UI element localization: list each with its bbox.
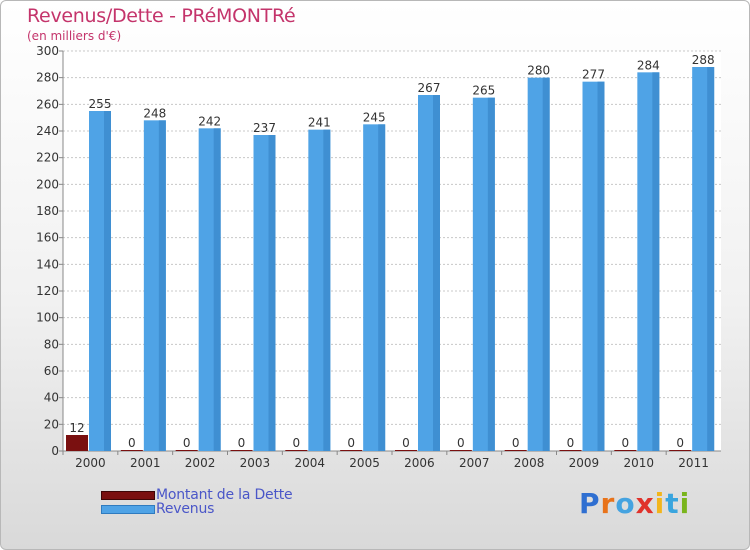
x-tick-label: 2005 <box>349 456 380 470</box>
bar-revenus-shade <box>542 77 550 452</box>
y-tick-label: 240 <box>36 124 59 138</box>
bar-revenus-shade <box>378 124 386 451</box>
bar-revenus-shade <box>104 111 111 451</box>
logo-letter: t <box>665 487 680 520</box>
x-tick-label: 2007 <box>459 456 490 470</box>
y-tick-label: 20 <box>44 417 59 431</box>
y-tick-label: 60 <box>44 364 59 378</box>
bar-dette <box>449 450 472 451</box>
data-label-dette: 0 <box>622 436 630 450</box>
bar-dette <box>66 435 88 451</box>
data-label-revenus: 277 <box>582 68 605 82</box>
data-label-revenus: 241 <box>308 116 331 130</box>
bar-dette <box>504 450 527 451</box>
data-label-revenus: 267 <box>418 81 441 95</box>
data-label-dette: 0 <box>347 436 355 450</box>
x-tick-label: 2006 <box>404 456 435 470</box>
bar-dette <box>340 450 363 451</box>
data-label-revenus: 280 <box>527 64 550 78</box>
data-label-dette: 0 <box>512 436 520 450</box>
logo-letter: r <box>600 487 616 520</box>
data-label-dette: 0 <box>183 436 191 450</box>
data-label-dette: 0 <box>293 436 301 450</box>
data-label-revenus: 288 <box>692 53 715 67</box>
x-tick-label: 2003 <box>240 456 271 470</box>
y-tick-label: 260 <box>36 97 59 111</box>
data-label-dette: 0 <box>457 436 465 450</box>
y-tick-label: 220 <box>36 151 59 165</box>
bar-dette <box>175 450 198 451</box>
y-tick-label: 200 <box>36 177 59 191</box>
x-tick-label: 2009 <box>569 456 600 470</box>
chart-subtitle: (en milliers d'€) <box>27 29 122 43</box>
x-tick-label: 2001 <box>130 456 161 470</box>
y-tick-label: 40 <box>44 391 59 405</box>
proxiti-logo: Proxiti <box>579 487 690 520</box>
logo-letter: x <box>635 487 655 520</box>
y-tick-label: 180 <box>36 204 59 218</box>
data-label-revenus: 245 <box>363 110 386 124</box>
logo-letter: P <box>579 487 601 520</box>
bar-dette <box>230 450 253 451</box>
logo-letter: i <box>679 487 691 520</box>
x-tick-label: 2008 <box>514 456 545 470</box>
y-tick-label: 300 <box>36 44 59 58</box>
bar-dette <box>669 450 692 451</box>
legend-label-revenus: Revenus <box>156 501 215 517</box>
y-tick-label: 160 <box>36 231 59 245</box>
x-tick-label: 2000 <box>75 456 106 470</box>
x-tick-label: 2010 <box>623 456 654 470</box>
y-tick-label: 80 <box>44 337 59 351</box>
x-tick-label: 2002 <box>185 456 216 470</box>
data-label-dette: 12 <box>69 421 84 435</box>
x-tick-label: 2004 <box>294 456 325 470</box>
data-label-revenus: 284 <box>637 58 660 72</box>
data-label-dette: 0 <box>676 436 684 450</box>
bar-dette <box>559 450 582 451</box>
y-tick-label: 100 <box>36 311 59 325</box>
y-tick-label: 280 <box>36 71 59 85</box>
data-label-revenus: 237 <box>253 121 276 135</box>
data-label-dette: 0 <box>567 436 575 450</box>
logo-letter: i <box>654 487 666 520</box>
bar-revenus-shade <box>213 128 221 451</box>
bar-revenus-shade <box>323 129 331 451</box>
bar-dette <box>614 450 637 451</box>
bar-revenus-shade <box>158 120 166 451</box>
bar-revenus-shade <box>597 81 605 452</box>
y-tick-label: 0 <box>51 444 59 458</box>
bar-revenus-shade <box>707 67 715 451</box>
data-label-revenus: 255 <box>89 97 112 111</box>
y-tick-label: 120 <box>36 284 59 298</box>
data-label-dette: 0 <box>238 436 246 450</box>
legend-swatch-dette <box>101 491 155 500</box>
legend-swatch-revenus <box>101 505 155 514</box>
plot-area <box>63 51 721 451</box>
data-label-revenus: 248 <box>143 106 166 120</box>
bar-revenus-shade <box>652 72 660 451</box>
bar-dette <box>395 450 417 451</box>
logo-letter: o <box>615 487 636 520</box>
legend-label-dette: Montant de la Dette <box>156 487 293 503</box>
data-label-dette: 0 <box>402 436 410 450</box>
data-label-dette: 0 <box>128 436 136 450</box>
bar-revenus-shade <box>433 95 440 451</box>
bar-dette <box>285 450 308 451</box>
bar-revenus-shade <box>268 135 276 451</box>
x-tick-label: 2011 <box>678 456 709 470</box>
data-label-revenus: 265 <box>472 84 495 98</box>
data-label-revenus: 242 <box>198 114 221 128</box>
bar-dette <box>120 450 143 451</box>
bar-revenus-shade <box>487 97 495 452</box>
y-tick-label: 140 <box>36 257 59 271</box>
chart-title: Revenus/Dette - PRéMONTRé <box>27 5 296 27</box>
